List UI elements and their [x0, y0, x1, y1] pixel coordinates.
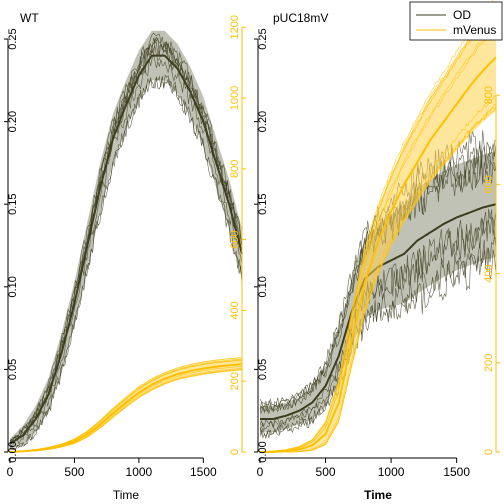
series-line-mvenus — [260, 56, 497, 453]
series-line-od — [9, 54, 243, 445]
y-tick-label-right: 400 — [483, 264, 495, 282]
series-replicate-mvenus — [260, 0, 494, 452]
y-tick-label-left: 0.25 — [257, 28, 269, 49]
x-tick-label: 0 — [257, 465, 264, 479]
x-tick-label: 500 — [64, 465, 84, 479]
y-tick-label-right: 1000 — [229, 86, 241, 110]
y-tick-label-left: 0.10 — [257, 276, 269, 297]
legend: OD mVenus — [409, 1, 503, 41]
y-tick-label-left: 0.25 — [7, 28, 19, 49]
x-tick-label: 1500 — [190, 465, 217, 479]
legend-label-od: OD — [453, 8, 471, 22]
y-tick-label-right: 200 — [483, 354, 495, 372]
panel-title: WT — [20, 11, 39, 25]
y-tick-label-left: 0.20 — [257, 111, 269, 132]
series-band-mvenus — [10, 358, 242, 452]
panel-wt: 0 500 1000 1500 0.00 0.05 0.10 0.15 0.20 0.25 0 200… — [4, 11, 246, 502]
panel-puc18mv-axes: 0 500 1000 1500 0.00 0.05 0.10 0.15 0.20 0.25 0 200… — [254, 28, 500, 479]
y-tick-label-right: 800 — [229, 160, 241, 178]
panel-title: pUC18mV — [273, 11, 328, 25]
series-replicate-od — [9, 41, 243, 444]
y-tick-label-left: 0.10 — [7, 276, 19, 297]
panel-wt-data — [9, 30, 243, 453]
series-replicate-od — [259, 130, 497, 408]
y-tick-label-right: 400 — [229, 301, 241, 319]
y-tick-label-left: 0.05 — [257, 359, 269, 380]
x-tick-label: 1000 — [378, 465, 405, 479]
series-replicate-od — [9, 37, 243, 442]
x-tick-label: 1000 — [126, 465, 153, 479]
y-tick-label-right: 800 — [483, 86, 495, 104]
y-tick-label-left: 0.15 — [257, 194, 269, 215]
panel-puc18mv-data — [259, 0, 497, 453]
y-tick-label-right: 1200 — [229, 15, 241, 39]
series-band-od — [260, 151, 496, 433]
series-replicate-mvenus — [260, 94, 497, 453]
y-tick-label-right: 600 — [483, 175, 495, 193]
y-tick-label-right: 0 — [229, 449, 241, 455]
y-tick-label-left: 0.00 — [257, 441, 269, 462]
y-tick-label-left: 0.00 — [7, 441, 19, 462]
series-band-mvenus — [260, 3, 496, 453]
series-replicate-mvenus — [259, 7, 497, 452]
x-tick-label: 1500 — [443, 465, 470, 479]
series-replicate-od — [259, 247, 497, 440]
y-tick-label-left: 0.15 — [7, 194, 19, 215]
series-replicate-mvenus — [9, 357, 242, 452]
y-tick-label-left: 0.20 — [7, 111, 19, 132]
y-tick-label-right: 600 — [229, 230, 241, 248]
x-tick-label: 0 — [7, 465, 14, 479]
x-axis-label: Time — [113, 488, 140, 502]
series-replicate-od — [259, 216, 497, 430]
x-axis-label: Time — [364, 488, 392, 502]
y-tick-label-left: 0.05 — [7, 359, 19, 380]
series-replicate-od — [9, 53, 243, 447]
x-tick-label: 500 — [316, 465, 336, 479]
legend-box — [409, 1, 503, 41]
series-replicate-mvenus — [260, 103, 497, 453]
series-replicate-mvenus — [260, 26, 497, 452]
series-band-od — [10, 30, 242, 449]
y-tick-label-right: 0 — [483, 449, 495, 455]
y-tick-label-right: 200 — [229, 372, 241, 390]
legend-label-mvenus: mVenus — [453, 23, 496, 37]
panel-wt-axes: 0 500 1000 1500 0.00 0.05 0.10 0.15 0.20 0.25 0 200… — [4, 15, 246, 479]
panel-puc18mv: 0 500 1000 1500 0.00 0.05 0.10 0.15 0.20 0.25 0 200… — [254, 0, 500, 502]
series-line-mvenus — [9, 363, 243, 453]
series-replicate-od — [9, 76, 243, 451]
